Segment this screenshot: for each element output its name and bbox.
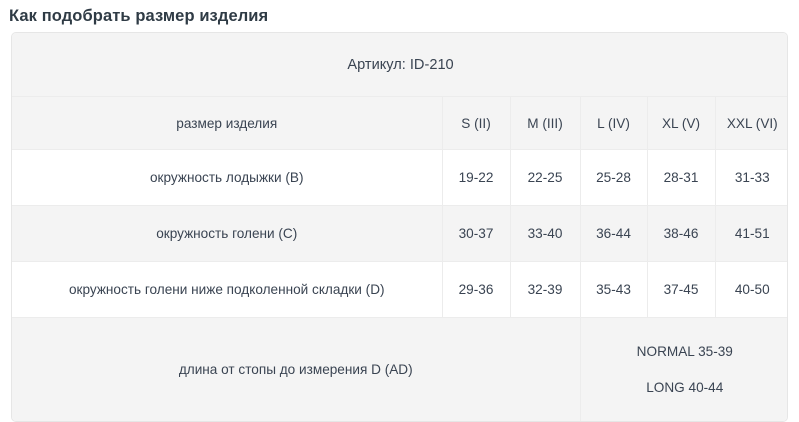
cell-ankle-xl: 28-31 (647, 149, 716, 206)
cell-calf-l: 36-44 (580, 205, 648, 262)
table-row: окружность голени ниже подколенной склад… (12, 261, 787, 318)
size-header-label: размер изделия (12, 96, 443, 150)
length-values: NORMAL 35-39 LONG 40-44 (585, 345, 786, 394)
cell-below-knee-xxl: 40-50 (715, 261, 787, 318)
cell-below-knee-l: 35-43 (580, 261, 648, 318)
column-header-xxl: XXL (VI) (715, 96, 787, 150)
cell-below-knee-s: 29-36 (442, 261, 511, 318)
column-header-m: M (III) (510, 96, 581, 150)
length-long: LONG 40-44 (646, 379, 724, 395)
column-header-xl: XL (V) (647, 96, 716, 150)
table-row-length: длина от стопы до измерения D (AD) NORMA… (12, 317, 787, 421)
table-row: окружность голени (C) 30-37 33-40 36-44 … (12, 205, 787, 262)
cell-calf-m: 33-40 (510, 205, 581, 262)
cell-ankle-xxl: 31-33 (715, 149, 787, 206)
size-table-container: Артикул: ID-210 размер изделия S (II) M … (11, 32, 788, 422)
column-header-l: L (IV) (580, 96, 648, 150)
column-header-s: S (II) (442, 96, 511, 150)
table-row: окружность лодыжки (B) 19-22 22-25 25-28… (12, 149, 787, 206)
page-title: Как подобрать размер изделия (9, 7, 269, 25)
cell-ankle-m: 22-25 (510, 149, 581, 206)
article-cell: Артикул: ID-210 (12, 33, 787, 97)
cell-below-knee-m: 32-39 (510, 261, 581, 318)
row-label-calf: окружность голени (C) (12, 205, 443, 262)
cell-calf-xl: 38-46 (647, 205, 716, 262)
cell-ankle-l: 25-28 (580, 149, 648, 206)
length-normal: NORMAL 35-39 (636, 343, 733, 359)
row-label-ankle: окружность лодыжки (B) (12, 149, 443, 206)
cell-ankle-s: 19-22 (442, 149, 511, 206)
row-label-below-knee: окружность голени ниже подколенной склад… (12, 261, 443, 318)
table-row-article: Артикул: ID-210 (12, 33, 787, 97)
row-label-length: длина от стопы до измерения D (AD) (12, 317, 581, 421)
cell-calf-xxl: 41-51 (715, 205, 787, 262)
length-values-cell: NORMAL 35-39 LONG 40-44 (580, 317, 787, 421)
cell-calf-s: 30-37 (442, 205, 511, 262)
cell-below-knee-xl: 37-45 (647, 261, 716, 318)
size-table: Артикул: ID-210 размер изделия S (II) M … (12, 33, 787, 421)
table-row-header: размер изделия S (II) M (III) L (IV) XL … (12, 96, 787, 150)
